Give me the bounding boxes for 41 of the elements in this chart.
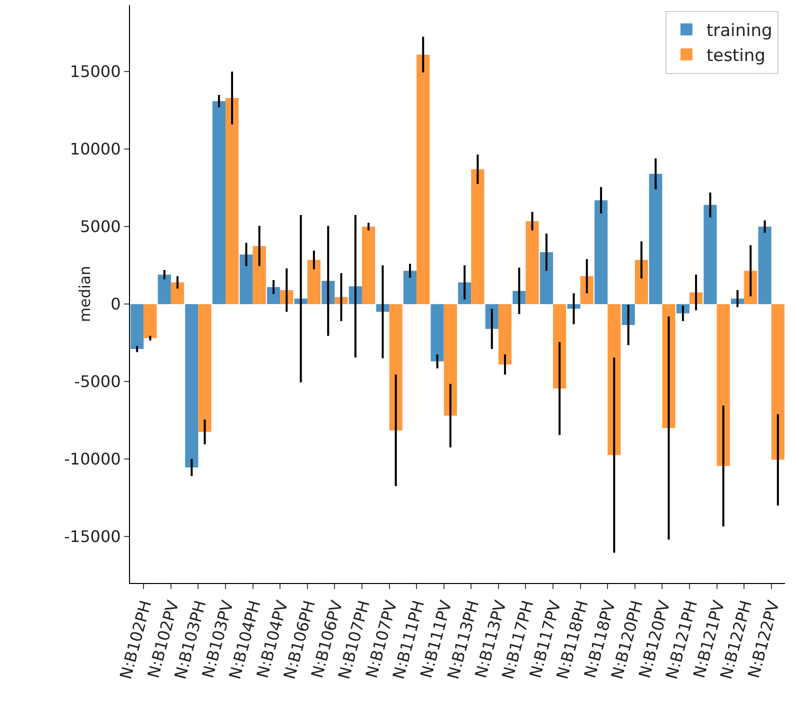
y-tick-label: -15000 [64, 527, 121, 546]
bar [185, 304, 198, 468]
legend-label: testing [706, 46, 766, 66]
bar [267, 287, 280, 304]
y-tick-label: 5000 [80, 217, 121, 236]
bar [526, 221, 539, 304]
bar [553, 304, 566, 389]
y-tick-label: -5000 [74, 372, 121, 392]
bar [580, 276, 594, 304]
bar [240, 254, 253, 304]
bar [226, 98, 239, 304]
y-tick-label: 0 [110, 294, 121, 314]
bar [252, 246, 266, 304]
bar [444, 304, 457, 416]
bar [649, 174, 662, 304]
y-tick-label: 15000 [70, 62, 121, 82]
bar [716, 304, 730, 466]
bar [758, 226, 772, 304]
legend-label: training [706, 20, 772, 41]
bar [634, 260, 648, 304]
bar [212, 101, 226, 304]
y-tick-label: -10000 [64, 450, 121, 469]
bar [540, 252, 554, 304]
bar [198, 304, 212, 432]
bar [307, 260, 320, 304]
bar [594, 200, 608, 304]
bar [158, 274, 171, 304]
bar [170, 282, 184, 304]
bar [403, 270, 417, 304]
bar [771, 304, 784, 460]
bar [498, 304, 512, 365]
y-tick-label: 10000 [70, 140, 121, 159]
bar [389, 304, 402, 430]
bar [430, 304, 444, 362]
bar [130, 304, 144, 350]
bar [362, 226, 376, 304]
bar [704, 204, 717, 304]
bar [416, 54, 430, 304]
bar [144, 304, 157, 338]
y-axis-title: median [76, 266, 94, 322]
bar [471, 169, 484, 304]
